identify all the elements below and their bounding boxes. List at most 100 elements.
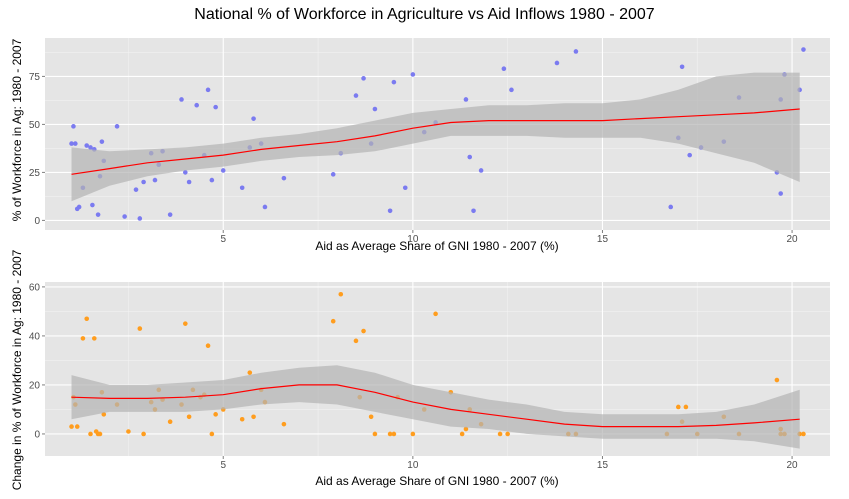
top-x-tick-label: 20	[787, 234, 799, 245]
bottom-data-point	[141, 431, 146, 437]
top-data-point	[463, 97, 469, 102]
top-data-point	[205, 87, 211, 93]
top-data-point	[209, 177, 215, 183]
bottom-data-point	[410, 431, 416, 437]
bottom-data-point	[433, 311, 438, 317]
top-data-point	[186, 179, 192, 185]
top-data-point	[239, 185, 245, 191]
bottom-x-tick-label: 20	[787, 460, 799, 471]
bottom-y-tick-label: 20	[29, 380, 41, 391]
top-data-point	[410, 72, 416, 77]
top-data-point	[179, 97, 184, 102]
bottom-data-point	[183, 321, 188, 326]
top-data-point	[281, 175, 287, 181]
bottom-y-tick-label: 0	[34, 429, 40, 440]
bottom-x-tick-label: 10	[407, 460, 419, 471]
top-confidence-band	[71, 72, 800, 202]
top-data-point	[183, 170, 188, 175]
bottom-x-tick-label: 15	[597, 460, 609, 471]
top-data-point	[133, 187, 139, 192]
top-y-tick-label: 0	[34, 216, 40, 227]
bottom-data-point	[463, 426, 469, 432]
top-data-point	[573, 49, 579, 54]
top-data-point	[501, 66, 507, 72]
top-x-tick-label: 5	[220, 234, 226, 245]
top-data-point	[402, 185, 408, 191]
top-y-tick-label: 25	[29, 168, 41, 179]
bottom-smooth-line	[71, 384, 800, 428]
bottom-data-point	[683, 404, 689, 410]
top-data-point	[679, 64, 685, 70]
bottom-data-point	[676, 404, 681, 410]
top-y-tick-label: 50	[29, 120, 41, 131]
bottom-data-point	[209, 431, 215, 437]
bottom-data-point	[497, 431, 503, 437]
bottom-x-tick-label: 5	[220, 460, 226, 471]
top-data-point	[478, 168, 484, 173]
bottom-data-point	[353, 338, 359, 344]
top-data-point	[687, 152, 692, 158]
bottom-data-point	[361, 328, 366, 334]
top-chart-x-axis-label: Aid as Average Share of GNI 1980 - 2007 …	[315, 239, 558, 253]
bottom-data-point	[330, 318, 336, 324]
bottom-y-tick-label: 60	[29, 282, 41, 293]
top-data-point	[220, 168, 226, 173]
bottom-data-point	[213, 412, 218, 417]
top-data-point	[778, 191, 784, 196]
top-x-tick-label: 15	[597, 234, 609, 245]
bottom-data-point	[84, 316, 90, 322]
top-data-point	[95, 212, 101, 217]
top-data-point	[509, 87, 514, 93]
top-data-point	[471, 208, 476, 214]
bottom-data-point	[774, 377, 780, 383]
bottom-chart-y-axis-label: Change in % of Workforce in Ag: 1980 - 2…	[10, 249, 24, 490]
top-data-point	[73, 141, 78, 146]
bottom-data-point	[186, 414, 192, 420]
bottom-data-point	[459, 431, 465, 437]
top-data-point	[372, 106, 378, 112]
bottom-data-point	[137, 326, 143, 331]
top-data-point	[391, 79, 397, 85]
bottom-data-point	[372, 431, 378, 437]
top-data-point	[194, 102, 199, 108]
top-data-point	[84, 143, 90, 148]
bottom-data-point	[88, 431, 93, 437]
bottom-data-point	[126, 429, 131, 434]
bottom-data-point	[338, 291, 344, 297]
top-data-point	[137, 216, 143, 221]
bottom-data-point	[205, 343, 211, 349]
bottom-data-point	[247, 370, 253, 375]
top-y-tick-label: 75	[29, 72, 41, 83]
top-data-point	[90, 202, 95, 208]
bottom-data-point	[74, 424, 80, 429]
top-data-point	[69, 141, 74, 146]
top-x-tick-label: 10	[407, 234, 419, 245]
figure-title: National % of Workforce in Agriculture v…	[194, 6, 654, 23]
top-data-point	[387, 208, 393, 214]
bottom-y-tick-label: 40	[29, 331, 41, 342]
top-data-point	[668, 204, 674, 210]
bottom-data-point	[167, 419, 173, 424]
top-smooth-line	[71, 108, 800, 175]
top-data-point	[122, 214, 127, 219]
top-data-point	[251, 116, 256, 121]
bottom-data-point	[239, 416, 245, 422]
bottom-data-point	[97, 431, 103, 437]
top-data-point	[167, 212, 173, 217]
bottom-data-point	[505, 431, 510, 437]
top-data-point	[801, 47, 806, 52]
bottom-chart-x-axis-label: Aid as Average Share of GNI 1980 - 2007 …	[315, 474, 558, 488]
bottom-chart-panel: 5 10 15 20 0 20 40 60	[29, 282, 830, 471]
top-data-point	[213, 104, 218, 110]
bottom-data-point	[69, 424, 74, 429]
top-data-point	[76, 204, 82, 210]
top-data-point	[152, 177, 158, 183]
top-data-point	[88, 145, 93, 150]
bottom-data-point	[368, 414, 374, 420]
top-data-point	[467, 154, 473, 160]
top-data-point	[71, 124, 76, 129]
bottom-data-point	[801, 431, 806, 437]
bottom-data-point	[281, 421, 287, 427]
bottom-data-point	[80, 336, 86, 341]
top-chart-panel: 5 10 15 20 0 25 50 75	[29, 38, 830, 245]
